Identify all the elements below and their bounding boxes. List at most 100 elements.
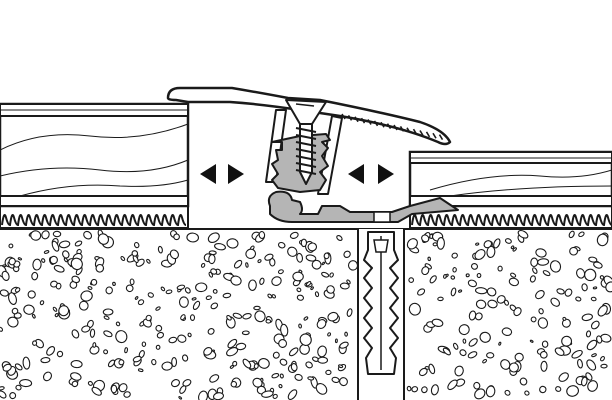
- aggregate-pebble: [259, 277, 265, 285]
- aggregate-pebble: [123, 391, 131, 398]
- aggregate-pebble: [0, 386, 5, 391]
- aggregate-pebble: [512, 247, 517, 252]
- aggregate-pebble: [280, 323, 289, 337]
- aggregate-pebble: [95, 263, 105, 273]
- concrete-subfloor: [0, 228, 612, 400]
- aggregate-pebble: [62, 250, 70, 259]
- aggregate-pebble: [71, 275, 81, 284]
- aggregate-pebble: [474, 287, 488, 295]
- aggregate-pebble: [22, 356, 31, 370]
- aggregate-pebble: [447, 379, 458, 391]
- aggregate-pebble: [146, 258, 151, 264]
- aggregate-pebble: [429, 275, 437, 284]
- aggregate-pebble: [292, 271, 304, 282]
- aggregate-pebble: [458, 289, 463, 293]
- aggregate-pebble: [112, 281, 116, 287]
- aggregate-pebble: [81, 325, 91, 333]
- aggregate-pebble: [207, 232, 220, 243]
- aggregate-pebble: [476, 272, 482, 279]
- aggregate-pebble: [535, 248, 547, 258]
- aggregate-pebble: [539, 350, 548, 359]
- aggregate-pebble: [462, 338, 467, 344]
- aggregate-pebble: [303, 316, 309, 321]
- aggregate-pebble: [458, 324, 470, 336]
- aggregate-pebble: [482, 358, 488, 364]
- aggregate-pebble: [90, 278, 98, 286]
- aggregate-pebble: [586, 359, 597, 371]
- aggregate-pebble: [529, 339, 534, 343]
- aggregate-pebble: [436, 237, 445, 250]
- aggregate-pebble: [299, 333, 312, 346]
- aggregate-pebble: [316, 319, 327, 329]
- aggregate-pebble: [321, 271, 330, 278]
- aggregate-pebble: [49, 255, 58, 265]
- aggregate-pebble: [564, 288, 573, 297]
- aggregate-pebble: [145, 314, 152, 322]
- aggregate-pebble: [517, 229, 529, 239]
- aggregate-pebble: [203, 347, 213, 356]
- aggregate-pebble: [344, 331, 348, 337]
- aggregate-pebble: [208, 254, 216, 265]
- aggregate-pebble: [346, 308, 353, 317]
- aggregate-pebble: [497, 265, 503, 272]
- aggregate-pebble: [147, 292, 154, 298]
- aggregate-pebble: [226, 238, 239, 249]
- aggregate-pebble: [326, 285, 335, 294]
- aggregate-pebble: [554, 347, 565, 356]
- aggregate-pebble: [171, 357, 178, 368]
- aggregate-pebble: [253, 363, 259, 370]
- aggregate-pebble: [17, 257, 23, 261]
- aggregate-pebble: [195, 282, 208, 293]
- aggregate-pebble: [450, 275, 456, 280]
- aggregate-pebble: [474, 388, 486, 400]
- aggregate-pebble: [11, 307, 19, 315]
- aggregate-pebble: [450, 287, 457, 297]
- aggregate-pebble: [180, 314, 186, 321]
- aggregate-pebble: [261, 390, 274, 398]
- aggregate-pebble: [264, 253, 274, 261]
- aggregate-pebble: [307, 242, 318, 252]
- aggregate-pebble: [288, 347, 299, 357]
- aggregate-pebble: [191, 297, 197, 301]
- aggregate-pebble: [184, 287, 191, 294]
- aggregate-pebble: [454, 365, 464, 377]
- aggregate-pebble: [179, 385, 187, 394]
- aggregate-pebble: [605, 281, 612, 293]
- aggregate-pebble: [581, 283, 588, 292]
- aggregate-pebble: [52, 306, 58, 312]
- aggregate-pebble: [305, 281, 312, 287]
- aggregate-pebble: [300, 238, 308, 248]
- underlay-left: [0, 205, 189, 229]
- aggregate-pebble: [227, 338, 238, 349]
- aggregate-pebble: [347, 260, 359, 271]
- aggregate-pebble: [311, 259, 322, 270]
- aggregate-pebble: [537, 317, 549, 329]
- aggregate-pebble: [160, 286, 166, 292]
- aggregate-pebble: [40, 357, 51, 364]
- aggregate-pebble: [83, 230, 93, 240]
- aggregate-pebble: [257, 358, 270, 369]
- aggregate-pebble: [408, 302, 421, 316]
- aggregate-pebble: [467, 279, 478, 288]
- aggregate-pebble: [411, 386, 419, 393]
- aggregate-pebble: [541, 340, 549, 348]
- aggregate-pebble: [271, 373, 280, 379]
- aggregate-pebble: [474, 312, 483, 321]
- aggregate-pebble: [519, 377, 528, 386]
- aggregate-pebble: [161, 361, 173, 371]
- aggregate-pebble: [133, 242, 140, 249]
- aggregate-pebble: [23, 304, 35, 315]
- aggregate-pebble: [91, 386, 102, 396]
- aggregate-pebble: [465, 273, 470, 278]
- aggregate-pebble: [343, 250, 351, 259]
- aggregate-pebble: [52, 230, 62, 238]
- aggregate-pebble: [558, 372, 569, 382]
- aggregate-pebble: [514, 352, 524, 362]
- right-floor-board: [408, 150, 612, 208]
- aggregate-pebble: [169, 249, 179, 260]
- aggregate-pebble: [468, 338, 478, 347]
- aggregate-pebble: [39, 300, 45, 306]
- wall-plug: [357, 229, 405, 400]
